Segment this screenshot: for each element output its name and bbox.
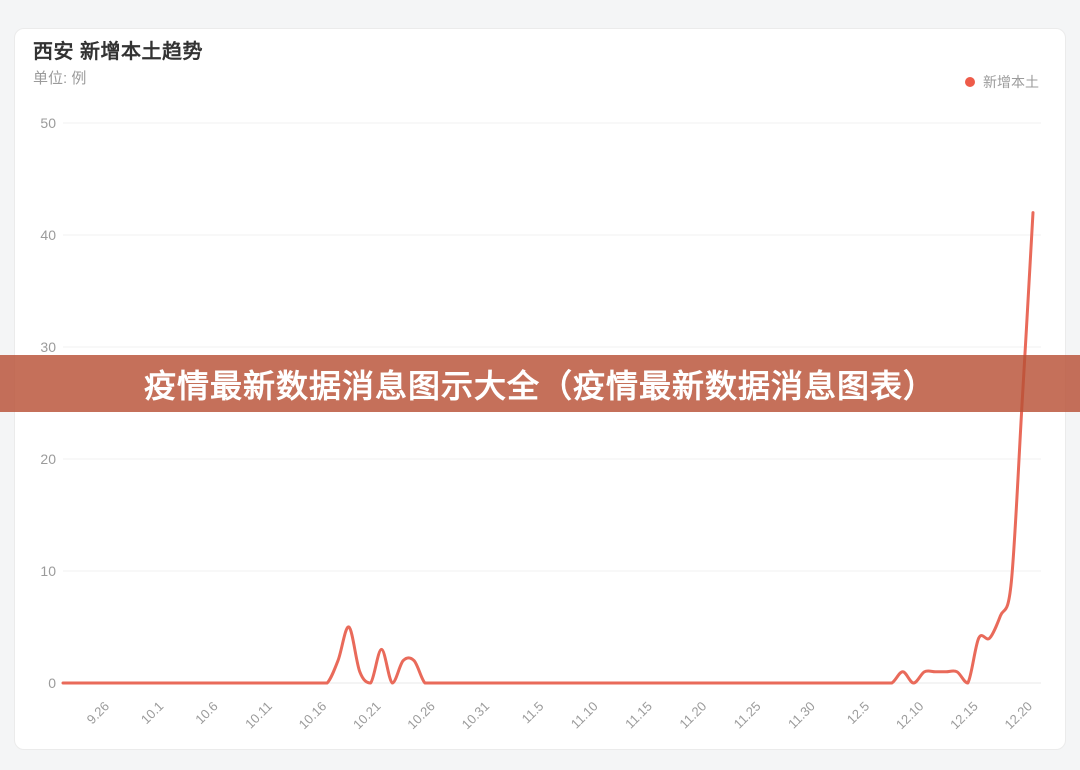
banner-text: 疫情最新数据消息图示大全（疫情最新数据消息图表） <box>143 367 936 404</box>
x-axis-label: 11.10 <box>568 699 601 732</box>
y-axis-label: 20 <box>40 451 56 467</box>
y-axis-label: 50 <box>40 115 56 131</box>
x-axis-label: 11.20 <box>676 699 709 732</box>
x-axis-label: 10.11 <box>242 699 275 732</box>
x-axis-label: 10.6 <box>192 699 221 728</box>
x-axis-label: 10.31 <box>459 699 493 733</box>
x-axis-label: 12.5 <box>844 699 873 728</box>
x-axis-label: 12.20 <box>1002 699 1036 733</box>
trend-line <box>61 211 1035 685</box>
legend-label: 新增本土 <box>983 74 1039 90</box>
page-title: 西安 新增本土趋势 <box>33 41 204 63</box>
x-axis-label: 10.16 <box>296 699 330 733</box>
x-axis-label: 10.26 <box>404 699 438 733</box>
trend-line-chart[interactable]: 0 10 20 30 40 50 9.26 10.1 10.6 10.11 10.16 10.21 10… <box>15 29 1067 751</box>
y-axis-label: 40 <box>40 227 56 243</box>
x-axis-label: 10.1 <box>138 699 167 728</box>
legend-dot-icon <box>965 77 975 87</box>
x-axis-label: 11.15 <box>622 699 655 732</box>
x-axis-label: 10.21 <box>350 699 384 733</box>
x-axis-label: 11.25 <box>731 699 764 732</box>
y-axis-label: 10 <box>40 563 56 579</box>
x-axis-label: 11.5 <box>519 699 547 727</box>
x-axis-label: 11.30 <box>785 699 818 732</box>
y-axis-label: 0 <box>48 675 56 691</box>
watermark-banner: 疫情最新数据消息图示大全（疫情最新数据消息图表） <box>0 355 1080 412</box>
legend[interactable]: 新增本土 <box>965 72 1039 92</box>
unit-label: 单位: 例 <box>33 70 87 87</box>
x-axis-label: 9.26 <box>84 699 113 728</box>
x-axis-label: 12.10 <box>893 699 927 733</box>
x-axis-label: 12.15 <box>947 699 981 733</box>
y-axis-label: 30 <box>40 339 56 355</box>
